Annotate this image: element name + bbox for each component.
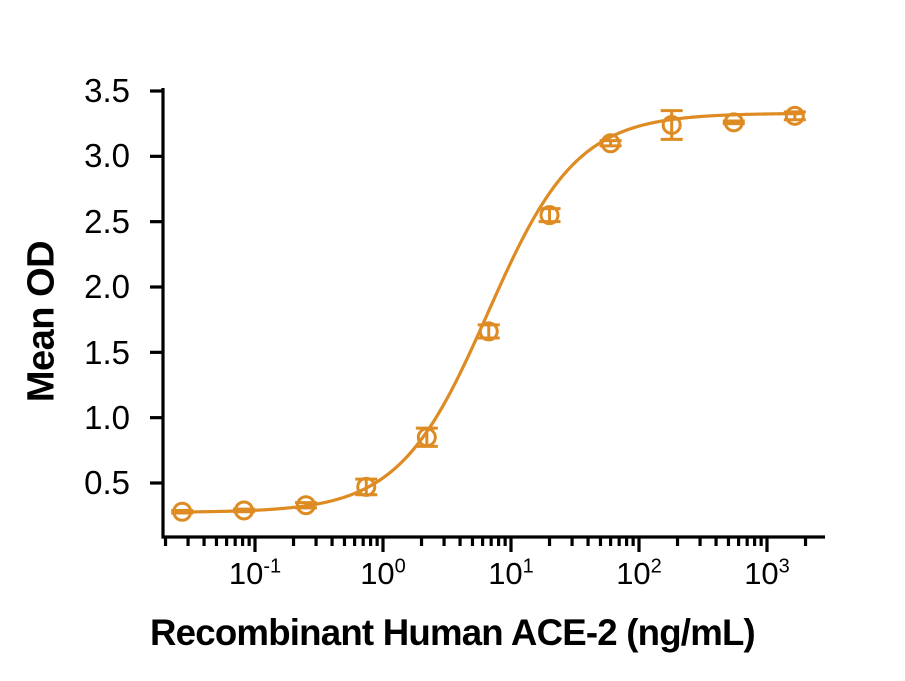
data-point-marker <box>172 501 193 522</box>
data-point-marker <box>784 105 805 126</box>
x-tick-label-1e3: 103 <box>744 555 790 591</box>
axes <box>150 88 825 552</box>
data-points <box>172 105 805 522</box>
x-tick-exponent: -1 <box>263 555 282 578</box>
x-tick-mantissa: 10 <box>228 556 264 591</box>
data-point-marker <box>723 112 744 133</box>
x-tick-mantissa: 10 <box>488 556 523 591</box>
data-point-marker <box>478 321 499 342</box>
y-tick-label-1.0: 1.0 <box>84 399 130 436</box>
fit-curve <box>174 111 805 514</box>
x-tick-marks <box>163 537 808 552</box>
x-tick-exponent: 0 <box>394 555 406 578</box>
data-point-marker <box>233 500 254 521</box>
data-point-marker <box>661 114 682 135</box>
y-tick-marks <box>150 89 163 485</box>
data-point-marker <box>356 476 377 497</box>
y-tick-label-2.0: 2.0 <box>84 268 130 305</box>
y-tick-label-1.5: 1.5 <box>84 334 130 371</box>
x-tick-label-1e-1: 10-1 <box>228 555 282 591</box>
x-tick-label-1e0: 100 <box>360 555 406 591</box>
y-tick-label-3.0: 3.0 <box>84 137 130 174</box>
x-tick-label-1e2: 102 <box>616 555 662 591</box>
x-tick-mantissa: 10 <box>360 556 395 591</box>
x-tick-mantissa: 10 <box>616 556 651 591</box>
axis-lines <box>161 88 825 539</box>
x-tick-mantissa: 10 <box>744 556 779 591</box>
sigmoid-fit-path <box>174 111 805 514</box>
x-axis-title: Recombinant Human ACE-2 (ng/mL) <box>150 612 756 653</box>
data-point-marker <box>539 205 560 226</box>
y-tick-label-3.5: 3.5 <box>84 72 130 109</box>
data-point-marker <box>600 133 621 154</box>
x-tick-label-1e1: 101 <box>488 555 534 591</box>
x-tick-exponent: 3 <box>778 555 790 578</box>
y-tick-label-0.5: 0.5 <box>84 464 130 501</box>
y-tick-label-2.5: 2.5 <box>84 203 130 240</box>
x-tick-exponent: 1 <box>522 555 534 578</box>
x-tick-exponent: 2 <box>650 555 662 578</box>
data-point-marker <box>295 495 316 516</box>
data-point-marker <box>416 427 437 448</box>
